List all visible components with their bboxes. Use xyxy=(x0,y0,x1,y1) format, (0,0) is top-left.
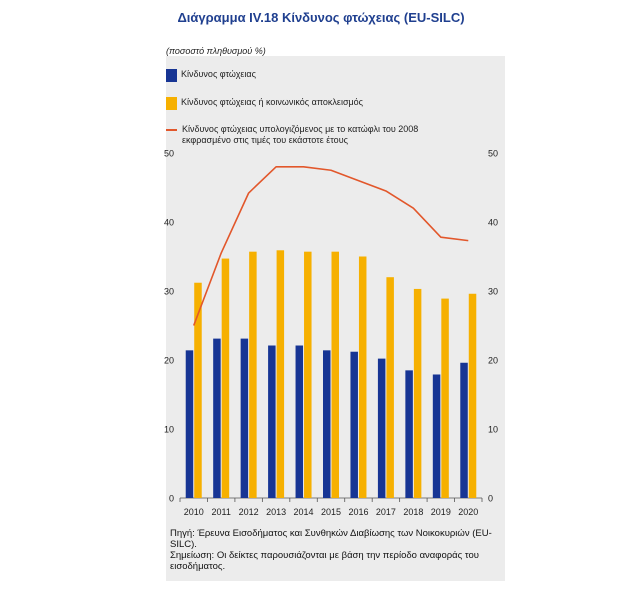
x-tick-label: 2016 xyxy=(348,507,368,517)
x-tick-label: 2018 xyxy=(403,507,423,517)
x-tick-label: 2010 xyxy=(184,507,204,517)
bar-poverty-or-exclusion xyxy=(249,251,257,498)
x-tick-label: 2015 xyxy=(321,507,341,517)
y-tick-label-left: 50 xyxy=(164,149,174,159)
bar-poverty-or-exclusion xyxy=(468,293,477,498)
bar-poverty-or-exclusion xyxy=(413,288,422,498)
bar-poverty-or-exclusion xyxy=(331,251,339,498)
bar-poverty-risk xyxy=(350,351,358,498)
y-tick-label-left: 30 xyxy=(164,287,174,297)
legend-label: Κίνδυνος φτώχειας ή κοινωνικός αποκλεισμ… xyxy=(181,97,364,107)
legend-swatch-blue xyxy=(166,69,177,82)
chart-notes: Πηγή: Έρευνα Εισοδήματος και Συνθηκών Δι… xyxy=(170,528,505,572)
bar-poverty-risk xyxy=(323,350,331,498)
bar-poverty-risk xyxy=(405,370,413,498)
x-tick-label: 2013 xyxy=(266,507,286,517)
x-tick-label: 2012 xyxy=(239,507,259,517)
y-tick-label-right: 50 xyxy=(488,149,498,159)
bar-poverty-risk xyxy=(295,345,304,498)
legend-label: Κίνδυνος φτώχειας xyxy=(181,69,256,79)
bar-poverty-risk xyxy=(432,374,441,498)
bar-poverty-risk xyxy=(460,362,468,498)
y-tick-label-left: 0 xyxy=(169,494,174,504)
y-tick-label-right: 40 xyxy=(488,218,498,228)
y-tick-label-right: 10 xyxy=(488,425,498,435)
bar-poverty-or-exclusion xyxy=(304,251,312,498)
legend-item-anchored-poverty: Κίνδυνος φτώχειας υπολογιζόμενος με το κ… xyxy=(166,124,442,146)
bar-poverty-or-exclusion xyxy=(194,282,202,498)
bar-poverty-risk xyxy=(268,345,276,498)
bar-poverty-or-exclusion xyxy=(441,298,449,498)
legend-label: Κίνδυνος φτώχειας υπολογιζόμενος με το κ… xyxy=(182,124,419,145)
legend-swatch-line xyxy=(166,129,177,131)
line-anchored-poverty xyxy=(192,166,469,326)
bar-poverty-or-exclusion xyxy=(358,256,367,498)
bar-poverty-or-exclusion xyxy=(221,258,230,498)
bar-poverty-or-exclusion xyxy=(386,277,394,498)
bar-poverty-or-exclusion xyxy=(276,250,285,498)
x-tick-label: 2019 xyxy=(431,507,451,517)
legend-swatch-orange xyxy=(166,97,177,110)
bar-poverty-risk xyxy=(377,358,386,498)
bar-poverty-risk xyxy=(213,338,221,498)
chart-title: Διάγραμμα IV.18 Κίνδυνος φτώχειας (EU-SI… xyxy=(177,10,465,25)
y-tick-label-right: 0 xyxy=(488,494,493,504)
unit-label: (ποσοστό πληθυσμού %) xyxy=(166,46,266,56)
legend-item-poverty-or-exclusion: Κίνδυνος φτώχειας ή κοινωνικός αποκλεισμ… xyxy=(166,97,441,110)
y-tick-label-right: 20 xyxy=(488,356,498,366)
y-tick-label-right: 30 xyxy=(488,287,498,297)
remark-note: Σημείωση: Οι δείκτες παρουσιάζονται με β… xyxy=(170,550,479,572)
x-tick-label: 2020 xyxy=(458,507,478,517)
bar-poverty-risk xyxy=(185,350,194,498)
y-tick-label-left: 10 xyxy=(164,425,174,435)
legend-item-poverty-risk: Κίνδυνος φτώχειας xyxy=(166,69,441,82)
y-tick-label-left: 20 xyxy=(164,356,174,366)
x-tick-label: 2014 xyxy=(294,507,314,517)
bar-poverty-risk xyxy=(240,338,249,498)
source-note: Πηγή: Έρευνα Εισοδήματος και Συνθηκών Δι… xyxy=(170,528,492,550)
y-tick-label-left: 40 xyxy=(164,218,174,228)
x-tick-label: 2011 xyxy=(212,507,231,517)
x-tick-label: 2017 xyxy=(376,507,396,517)
